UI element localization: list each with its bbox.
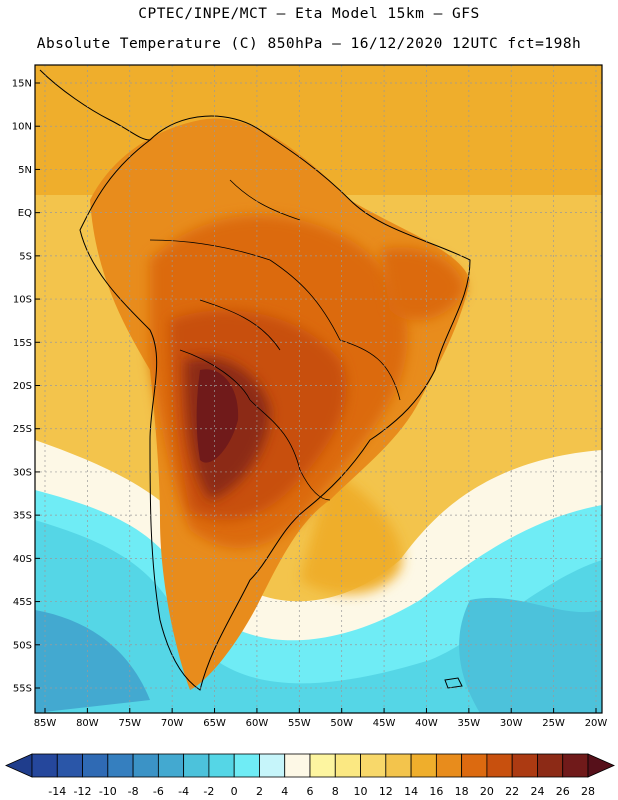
field-coldest-patch bbox=[35, 610, 150, 713]
colorbar-label: 14 bbox=[404, 785, 418, 798]
falkland-islands bbox=[444, 677, 463, 689]
map-gridlines bbox=[35, 65, 602, 713]
colorbar-label: -10 bbox=[99, 785, 117, 798]
lat-tick-label: 45S bbox=[13, 597, 32, 608]
colorbar-label: 28 bbox=[581, 785, 595, 798]
colorbar-swatch bbox=[233, 753, 260, 778]
colorbar-swatch bbox=[486, 753, 513, 778]
colorbar-label: 18 bbox=[455, 785, 469, 798]
colorbar-label: 2 bbox=[256, 785, 263, 798]
chart-title-line1: CPTEC/INPE/MCT – Eta Model 15km – GFS bbox=[138, 6, 480, 22]
lat-tick-label: 15N bbox=[12, 79, 32, 90]
lat-tick-label: 35S bbox=[13, 511, 32, 522]
colorbar-swatch bbox=[208, 753, 235, 778]
lat-tick-label: 20S bbox=[13, 381, 32, 392]
country-borders bbox=[149, 179, 401, 501]
colorbar-swatch bbox=[284, 753, 311, 778]
colorbar-swatch bbox=[82, 753, 109, 778]
northeast-brazil-hot bbox=[380, 247, 465, 321]
colorbar-underflow-triangle bbox=[5, 753, 33, 778]
lon-tick-label: 80W bbox=[76, 718, 99, 729]
lat-tick-label: 10N bbox=[12, 122, 32, 133]
colorbar-swatch bbox=[259, 753, 286, 778]
central-america-coast bbox=[39, 69, 151, 141]
colorbar-label: 8 bbox=[332, 785, 339, 798]
continent-peak bbox=[196, 369, 239, 463]
lon-tick-label: 25W bbox=[542, 718, 565, 729]
colorbar-label: 16 bbox=[429, 785, 443, 798]
colorbar-swatch bbox=[132, 753, 159, 778]
colorbar-swatch bbox=[537, 753, 564, 778]
longitude-axis: 85W 80W 75W 70W 65W 60W 55W 50W 45W 40W 35W 30W 25W 2… bbox=[34, 708, 608, 729]
colorbar-swatch bbox=[435, 753, 463, 778]
colorbar-label: 10 bbox=[354, 785, 368, 798]
lon-tick-label: 50W bbox=[330, 718, 353, 729]
lon-tick-label: 55W bbox=[288, 718, 311, 729]
colorbar-label: -8 bbox=[128, 785, 139, 798]
colorbar-label: 20 bbox=[480, 785, 494, 798]
lon-tick-label: 30W bbox=[500, 718, 523, 729]
colorbar-swatch bbox=[511, 753, 538, 778]
colorbar-label: 24 bbox=[530, 785, 544, 798]
colorbar-swatch bbox=[31, 753, 58, 778]
lon-tick-label: 65W bbox=[203, 718, 226, 729]
lat-tick-label: 55S bbox=[13, 684, 32, 695]
colorbar-label: 22 bbox=[505, 785, 519, 798]
lon-tick-label: 40W bbox=[415, 718, 438, 729]
colorbar-label: -2 bbox=[203, 785, 214, 798]
lon-tick-label: 70W bbox=[161, 718, 184, 729]
colorbar: -14 -12 -10 -8 -6 -4 -2 0 2 4 6 8 10 12 14 16 18 20 22 24 26… bbox=[5, 753, 615, 798]
temperature-field bbox=[35, 65, 602, 713]
lat-tick-label: EQ bbox=[18, 208, 32, 219]
lon-tick-label: 35W bbox=[458, 718, 481, 729]
lon-tick-label: 20W bbox=[585, 718, 608, 729]
colorbar-swatch bbox=[56, 753, 83, 778]
lat-tick-label: 5S bbox=[19, 251, 32, 262]
colorbar-label: 12 bbox=[379, 785, 393, 798]
lat-tick-label: 5N bbox=[18, 165, 32, 176]
colorbar-swatch bbox=[360, 753, 387, 778]
lat-tick-label: 15S bbox=[13, 338, 32, 349]
lat-tick-label: 25S bbox=[13, 424, 32, 435]
chart-title-line2: Absolute Temperature (C) 850hPa – 16/12/… bbox=[36, 36, 582, 52]
colorbar-overflow-triangle bbox=[587, 753, 615, 778]
colorbar-swatch bbox=[334, 753, 361, 778]
lat-tick-label: 10S bbox=[13, 295, 32, 306]
colorbar-label: -12 bbox=[74, 785, 92, 798]
lat-tick-label: 50S bbox=[13, 640, 32, 651]
latitude-axis: 15N 10N 5N EQ 5S 10S 15S 20S 25S 30S 35S 40S 45S 50S 5… bbox=[12, 79, 40, 695]
colorbar-swatch bbox=[562, 753, 589, 778]
colorbar-swatch bbox=[183, 753, 210, 778]
colorbar-swatch bbox=[410, 753, 437, 778]
colorbar-swatch bbox=[309, 753, 336, 778]
colorbar-label: 26 bbox=[556, 785, 570, 798]
lon-tick-label: 85W bbox=[34, 718, 57, 729]
coastline bbox=[79, 115, 471, 691]
colorbar-label: 4 bbox=[281, 785, 288, 798]
colorbar-swatch bbox=[385, 753, 412, 778]
lon-tick-label: 45W bbox=[373, 718, 396, 729]
colorbar-swatch bbox=[107, 753, 134, 778]
lon-tick-label: 75W bbox=[118, 718, 141, 729]
lat-tick-label: 40S bbox=[13, 554, 32, 565]
colorbar-label: -4 bbox=[178, 785, 189, 798]
colorbar-swatch bbox=[461, 753, 488, 778]
colorbar-label: -14 bbox=[48, 785, 66, 798]
colorbar-label: -6 bbox=[153, 785, 164, 798]
lat-tick-label: 30S bbox=[13, 467, 32, 478]
colorbar-swatch bbox=[157, 753, 185, 778]
colorbar-label: 6 bbox=[307, 785, 314, 798]
colorbar-label: 0 bbox=[231, 785, 238, 798]
field-atlantic-cold bbox=[459, 597, 602, 713]
map-frame bbox=[34, 64, 603, 714]
lon-tick-label: 60W bbox=[246, 718, 269, 729]
